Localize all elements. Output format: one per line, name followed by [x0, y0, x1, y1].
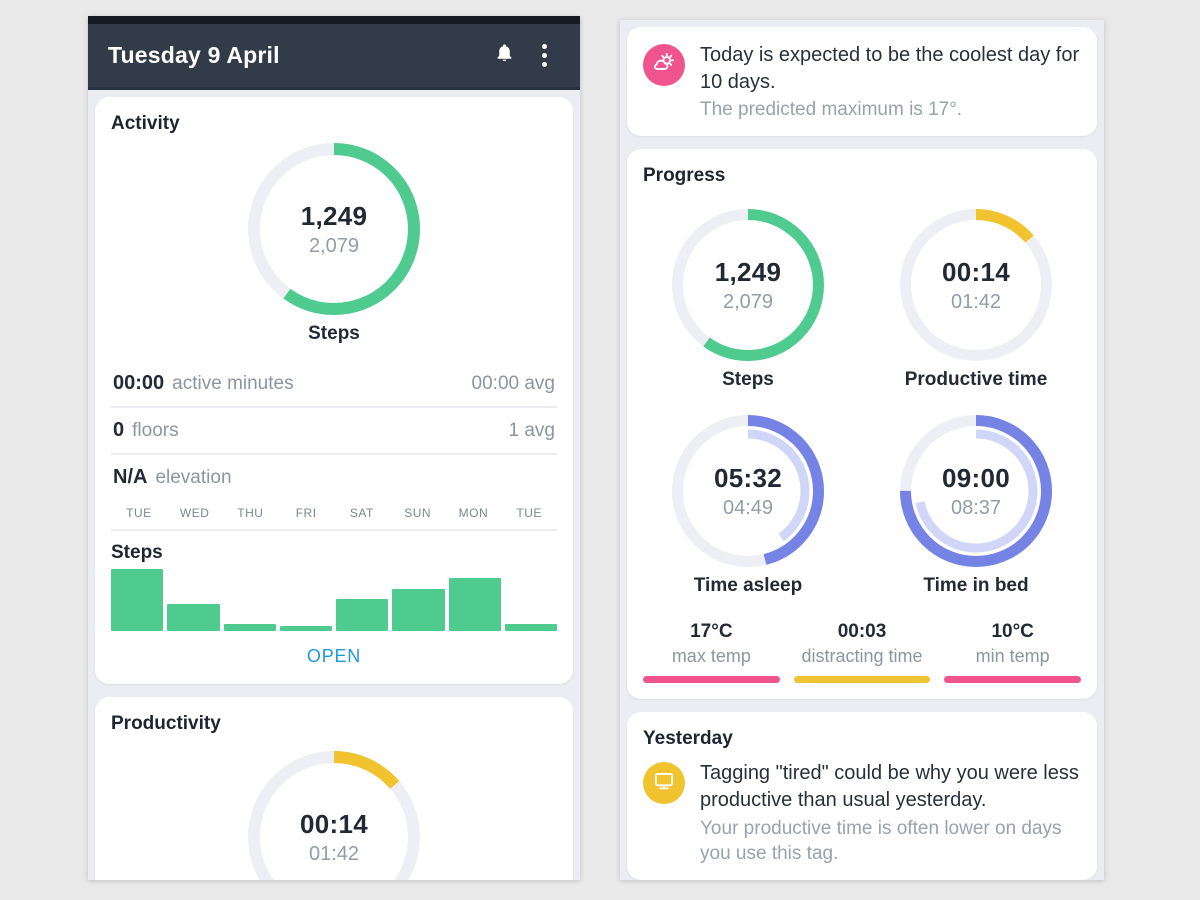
progress-asleep-cell: 05:32 04:49 Time asleep — [643, 407, 853, 597]
productivity-ring: 00:14 01:42 — [248, 751, 420, 880]
steps-bar — [336, 598, 389, 631]
floors-avg: 1 avg — [508, 420, 555, 441]
steps-chart-title: Steps — [111, 542, 163, 563]
steps-bar — [167, 603, 220, 631]
progress-steps-ring: 1,249 2,079 — [672, 209, 824, 362]
day-label: SUN — [404, 506, 432, 520]
floors-row: 0 floors 1 avg — [111, 408, 557, 455]
progress-productive-ring: 00:14 01:42 — [900, 209, 1052, 362]
steps-bar — [223, 624, 276, 631]
steps-bar-chart — [111, 569, 557, 631]
yesterday-card[interactable]: Yesterday Tagging "tired" could be why y… — [627, 712, 1097, 880]
progress-steps-label: Steps — [722, 369, 774, 391]
steps-bar — [392, 589, 445, 631]
progress-inbed-label: Time in bed — [923, 575, 1029, 597]
min-temp-label: min temp — [975, 646, 1050, 667]
status-bar — [88, 16, 580, 24]
active-minutes-row: 00:00 active minutes 00:00 avg — [111, 361, 557, 408]
distracting-time-stat: 00:03 distracting time — [793, 621, 931, 684]
steps-ring-label: Steps — [308, 323, 360, 344]
kebab-menu-icon — [541, 44, 547, 67]
progress-inbed-cell: 09:00 08:37 Time in bed — [871, 407, 1081, 597]
overflow-menu-button[interactable] — [524, 34, 564, 78]
active-minutes-label: active minutes — [172, 373, 294, 394]
max-temp-underline — [643, 676, 780, 684]
left-phone-panel: Tuesday 9 April Activity 1,249 2,079 — [88, 16, 580, 880]
progress-steps-cell: 1,249 2,079 Steps — [643, 201, 853, 391]
yesterday-insight-subtext: Your productive time is often lower on d… — [700, 817, 1062, 864]
activity-card: Activity 1,249 2,079 Steps 00:00 active … — [95, 97, 573, 684]
day-label: FRI — [295, 506, 317, 520]
distracting-time-underline — [793, 676, 931, 684]
max-temp-stat: 17°C max temp — [643, 621, 780, 684]
page-title: Tuesday 9 April — [108, 42, 280, 68]
sun-cloud-icon — [651, 50, 677, 81]
productivity-card: Productivity 00:14 01:42 — [95, 697, 573, 880]
notifications-button[interactable] — [484, 34, 524, 78]
min-temp-underline — [944, 676, 1081, 684]
progress-productive-cell: 00:14 01:42 Productive time — [871, 201, 1081, 391]
app-header: Tuesday 9 April — [88, 24, 580, 90]
left-content: Activity 1,249 2,079 Steps 00:00 active … — [88, 90, 580, 880]
floors-label: floors — [132, 420, 179, 441]
active-minutes-avg: 00:00 avg — [471, 373, 555, 394]
monitor-icon — [651, 768, 677, 799]
weather-insight-subtext: The predicted maximum is 17°. — [700, 99, 963, 121]
day-label: WED — [179, 506, 210, 520]
progress-asleep-ring: 05:32 04:49 — [672, 415, 824, 568]
day-labels-row: TUE WED THU FRI SAT SUN MON TUE — [111, 500, 557, 531]
progress-card: Progress 1,249 2,079 Steps — [627, 149, 1097, 700]
elevation-row: N/A elevation — [111, 455, 557, 500]
floors-value: 0 — [113, 419, 125, 441]
progress-title: Progress — [643, 165, 726, 187]
progress-stats-row: 17°C max temp 00:03 distracting time 10°… — [643, 621, 1081, 684]
steps-bar — [279, 626, 332, 631]
activity-title: Activity — [111, 113, 180, 134]
distracting-time-value: 00:03 — [837, 621, 887, 643]
progress-asleep-label: Time asleep — [693, 575, 803, 597]
max-temp-value: 17°C — [690, 621, 733, 643]
yesterday-icon-badge — [643, 762, 685, 805]
weather-insight-card[interactable]: Today is expected to be the coolest day … — [627, 27, 1097, 137]
yesterday-insight-text: Tagging "tired" could be why you were le… — [700, 762, 1079, 812]
steps-bar — [448, 578, 501, 631]
day-label: MON — [458, 506, 489, 520]
day-label: SAT — [349, 506, 374, 520]
weather-insight-text: Today is expected to be the coolest day … — [700, 44, 1080, 93]
progress-inbed-ring: 09:00 08:37 — [900, 415, 1052, 568]
open-button[interactable]: OPEN — [306, 646, 362, 666]
distracting-time-label: distracting time — [801, 646, 923, 667]
progress-productive-label: Productive time — [904, 369, 1048, 391]
day-label: THU — [237, 506, 264, 520]
steps-bar — [504, 624, 557, 631]
min-temp-stat: 10°C min temp — [944, 621, 1081, 684]
progress-grid: 1,249 2,079 Steps 00:14 01:42 — [643, 201, 1081, 597]
day-label: TUE — [516, 506, 542, 520]
productivity-title: Productivity — [111, 713, 221, 734]
right-phone-panel: Today is expected to be the coolest day … — [620, 20, 1104, 880]
min-temp-value: 10°C — [991, 621, 1034, 643]
bell-icon — [494, 42, 515, 69]
yesterday-title: Yesterday — [643, 728, 733, 750]
right-content: Today is expected to be the coolest day … — [620, 20, 1104, 880]
activity-steps-ring: 1,249 2,079 — [248, 143, 420, 315]
steps-bar — [111, 569, 164, 631]
activity-rows: 00:00 active minutes 00:00 avg 0 floors … — [111, 361, 557, 500]
max-temp-label: max temp — [671, 646, 751, 667]
day-label: TUE — [126, 506, 152, 520]
weather-icon-badge — [643, 44, 685, 86]
elevation-label: elevation — [155, 467, 232, 488]
open-row: OPEN — [95, 631, 573, 684]
elevation-value: N/A — [113, 466, 148, 488]
active-minutes-value: 00:00 — [113, 372, 165, 394]
